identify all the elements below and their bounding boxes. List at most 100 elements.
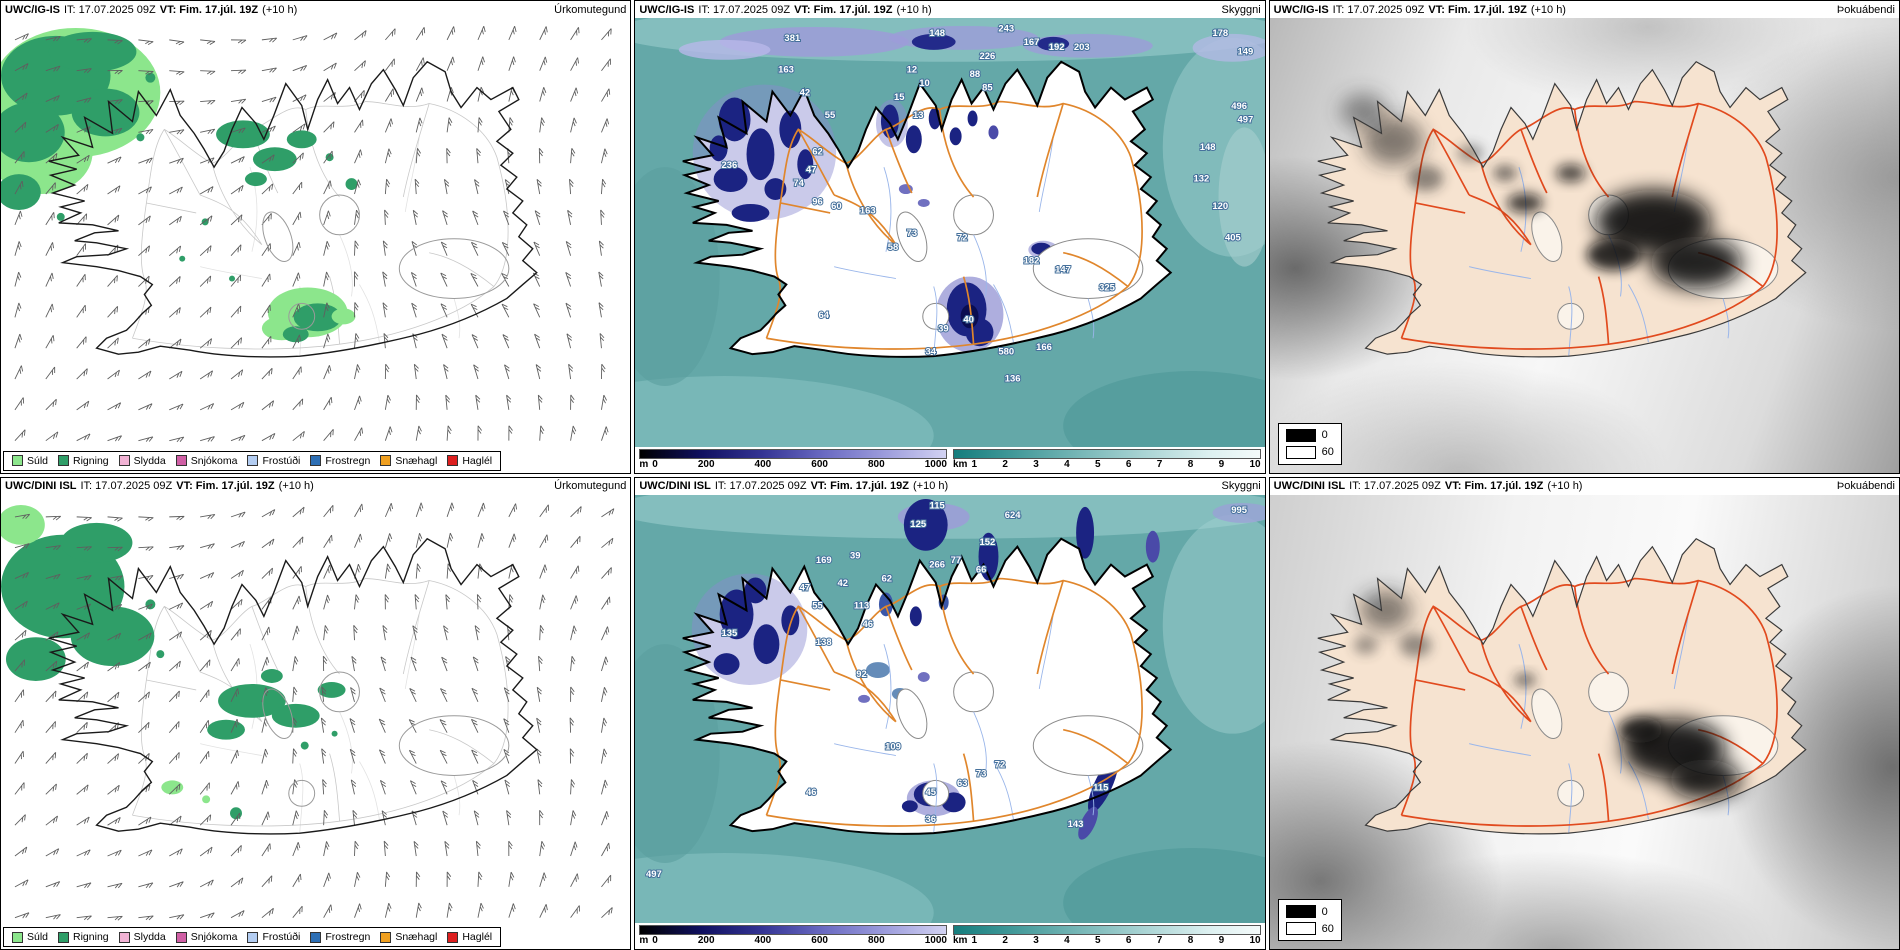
wind-barb	[601, 118, 610, 133]
colorbar-tick: 9	[1218, 935, 1225, 946]
wind-barb	[230, 434, 246, 442]
run-info: UWC/DINI ISL IT: 17.07.2025 09Z VT: Fim.…	[1274, 480, 1583, 492]
station-value: 13	[913, 110, 924, 121]
wind-barb	[440, 241, 448, 256]
wind-barb	[538, 148, 544, 164]
wind-barb	[45, 515, 62, 520]
wind-barb	[535, 364, 542, 380]
wind-barb	[539, 871, 547, 887]
run-info: UWC/IG-IS IT: 17.07.2025 09Z VT: Fim. 17…	[5, 4, 297, 16]
wind-barb	[292, 809, 300, 825]
wind-barb	[261, 433, 276, 442]
wind-barb	[230, 401, 245, 411]
precip-legend-item: Frostregn	[310, 455, 370, 467]
wind-barb	[382, 271, 388, 287]
colorbar-tick: 1	[971, 458, 978, 470]
wind-barb	[261, 67, 277, 73]
valid-time: VT: Fim. 17.júl. 19Z	[1428, 3, 1527, 16]
fog-legend: 0 60	[1277, 899, 1342, 941]
wind-barb	[539, 624, 545, 640]
model-name: UWC/IG-IS	[1273, 3, 1329, 16]
wind-barb	[261, 874, 273, 887]
wind-barb	[508, 502, 518, 517]
wind-barb	[138, 848, 153, 856]
station-value: 497	[1238, 115, 1254, 126]
legend-label: Rigning	[73, 931, 109, 943]
wind-barb	[323, 624, 329, 640]
station-value: 266	[930, 559, 946, 570]
wind-barb	[601, 656, 609, 671]
wind-barb	[107, 435, 122, 442]
wind-barb	[14, 846, 28, 856]
wind-barb	[534, 333, 541, 349]
wind-barb	[14, 542, 30, 549]
wind-barb	[292, 430, 305, 442]
wind-barb	[477, 532, 485, 548]
wind-barb	[200, 100, 216, 105]
wind-barb	[14, 33, 29, 41]
wind-barb	[601, 88, 611, 102]
station-value: 12	[907, 65, 918, 76]
wind-barb	[354, 533, 363, 548]
colorbar-tick: 800	[867, 935, 885, 946]
fog-legend-row: 0	[1285, 428, 1334, 442]
wind-barb	[261, 96, 277, 103]
wind-barb	[14, 513, 31, 519]
wind-barb	[168, 660, 181, 671]
wind-barb	[230, 185, 244, 195]
precip-legend-item: Snæhagl	[380, 931, 437, 943]
wind-barb	[477, 117, 483, 133]
wind-barb	[477, 902, 484, 918]
wind-barb	[107, 275, 118, 287]
wind-barb	[323, 594, 331, 609]
wind-barb	[321, 686, 327, 702]
wind-barb	[412, 624, 418, 640]
legend-swatch	[380, 455, 392, 466]
valid-time: VT: Fim. 17.júl. 19Z	[794, 3, 893, 16]
legend-swatch	[310, 931, 322, 943]
wind-barb	[384, 871, 391, 887]
wind-barb	[107, 661, 121, 671]
wind-barb	[354, 60, 366, 72]
station-value: 63	[957, 777, 968, 788]
fog-legend-row: 0	[1285, 905, 1334, 918]
wind-barb	[354, 871, 361, 887]
wind-barb	[292, 686, 298, 702]
wind-barb	[413, 840, 419, 856]
wind-barb	[569, 747, 575, 764]
fog-legend-row: 60	[1285, 922, 1334, 935]
wind-barb	[45, 720, 56, 733]
wind-barb	[45, 544, 61, 550]
wind-barb	[384, 563, 391, 579]
wind-barb	[169, 215, 182, 226]
wind-barb	[76, 68, 92, 74]
wind-barb	[501, 241, 510, 256]
legend-label: Rigning	[73, 454, 109, 467]
wind-barb	[261, 183, 274, 195]
model-name: UWC/DINI ISL	[5, 480, 77, 492]
colorbar-ticks-km: 1 2 3 4 5 6 7 8 9 10	[971, 935, 1260, 946]
wind-barb	[138, 816, 152, 826]
wind-barb	[414, 178, 420, 195]
panel-fog-dini: UWC/DINI ISL IT: 17.07.2025 09Z VT: Fim.…	[1268, 476, 1900, 950]
wind-barb	[408, 749, 417, 764]
wind-barb	[601, 717, 608, 733]
model-name: UWC/IG-IS	[639, 3, 695, 16]
wind-barb	[107, 369, 120, 380]
wind-barb	[138, 245, 151, 257]
wind-barb	[508, 871, 515, 887]
wind-barb	[76, 848, 91, 856]
station-value: 77	[951, 555, 962, 566]
station-value: 115	[930, 500, 945, 511]
wind-barb	[45, 182, 56, 195]
wind-barb	[138, 128, 154, 135]
colorbar-tick: 0	[652, 458, 658, 470]
wind-barb	[168, 783, 181, 795]
wind-barb	[14, 365, 24, 380]
wind-barb	[323, 271, 330, 287]
wind-barb	[76, 304, 86, 318]
wind-barb	[415, 502, 424, 517]
wind-barb	[107, 882, 123, 888]
wind-barb	[567, 209, 573, 225]
